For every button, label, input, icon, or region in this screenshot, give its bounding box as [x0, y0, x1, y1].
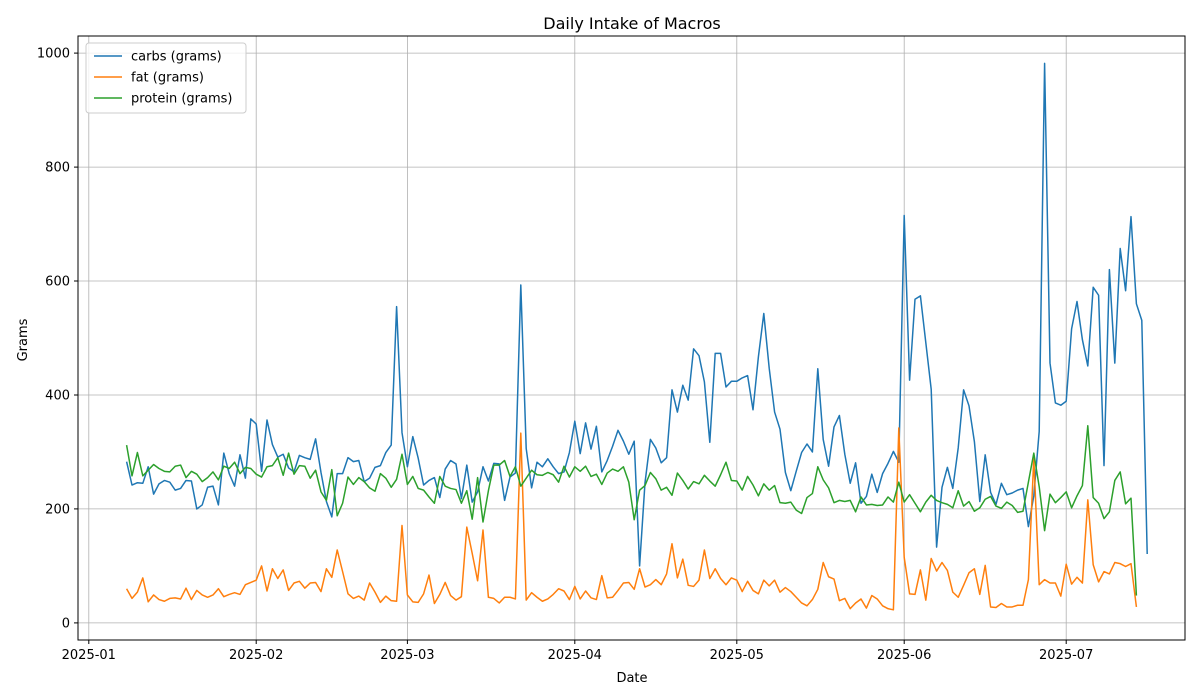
y-tick-label: 0 — [62, 616, 70, 631]
legend-box — [85, 42, 247, 114]
y-axis-label: Grams — [16, 318, 31, 361]
x-axis-label: Date — [616, 671, 647, 686]
series-line-0 — [125, 62, 1148, 567]
x-tick-label: 2025-03 — [380, 648, 434, 663]
x-tick-label: 2025-02 — [229, 648, 283, 663]
chart-title: Daily Intake of Macros — [543, 14, 720, 33]
series-line-2 — [125, 425, 1138, 596]
legend: carbs (grams) fat (grams) protein (grams) — [85, 42, 247, 114]
series-lines — [125, 62, 1148, 611]
y-tick-label: 200 — [45, 502, 70, 517]
x-tick-label: 2025-05 — [710, 648, 764, 663]
grid-lines — [78, 36, 1185, 640]
y-tick-label: 600 — [45, 275, 70, 290]
x-tick-label: 2025-01 — [62, 648, 116, 663]
x-tick-label: 2025-07 — [1039, 648, 1093, 663]
axis-ticks: 2025-01 2025-02 2025-03 2025-04 2025-05 2025-… — [37, 47, 1093, 663]
x-tick-label: 2025-06 — [877, 648, 931, 663]
y-tick-label: 400 — [45, 389, 70, 404]
legend-label: fat (grams) — [131, 71, 204, 86]
series-line-1 — [125, 427, 1138, 611]
x-tick-label: 2025-04 — [548, 648, 602, 663]
plot-area-frame — [77, 35, 1186, 641]
legend-label: protein (grams) — [131, 92, 233, 107]
legend-label: carbs (grams) — [131, 50, 222, 65]
y-tick-label: 1000 — [37, 47, 70, 62]
y-tick-label: 800 — [45, 161, 70, 176]
